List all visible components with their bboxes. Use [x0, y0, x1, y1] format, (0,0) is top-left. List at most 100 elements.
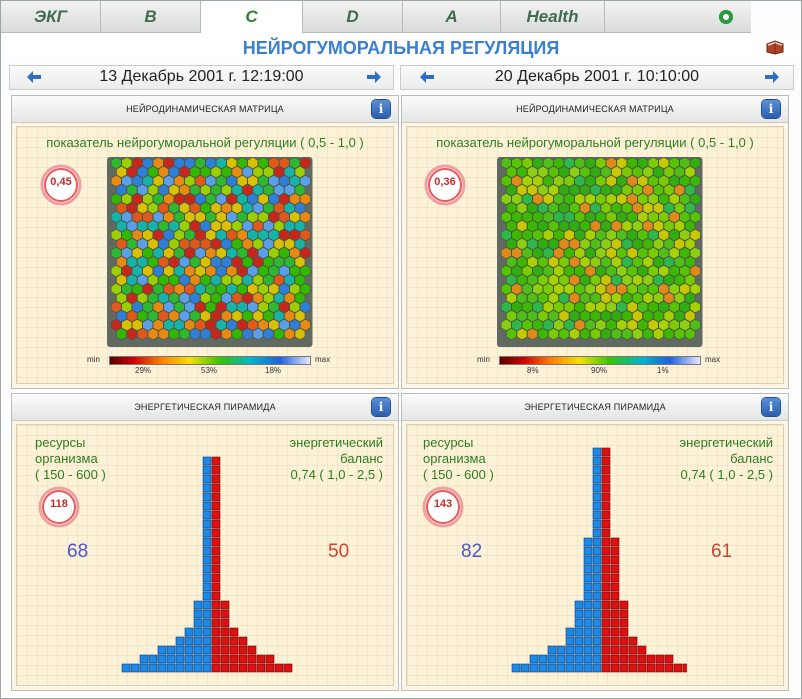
matrix-cell	[278, 264, 290, 278]
gear-icon[interactable]	[719, 9, 733, 24]
matrix-cell	[189, 183, 201, 197]
matrix-cell	[574, 228, 586, 242]
pyramid-red-block	[601, 663, 611, 673]
matrix-cell	[126, 219, 138, 233]
matrix-cell	[173, 246, 185, 260]
pyramid-blue-block	[574, 654, 584, 664]
matrix-cell	[605, 157, 617, 170]
matrix-cell	[137, 291, 148, 305]
matrix-cell	[278, 174, 290, 188]
matrix-cell	[611, 183, 622, 197]
left-prev-arrow-icon[interactable]	[27, 71, 41, 83]
matrix-cell	[278, 318, 290, 332]
matrix-cell	[532, 264, 544, 278]
matrix-cell	[626, 192, 638, 206]
matrix-cell	[658, 210, 670, 224]
matrix-cell	[173, 300, 185, 314]
matrix-cell	[226, 174, 238, 188]
matrix-cell	[184, 174, 196, 188]
panel-header: ЭНЕРГЕТИЧЕСКАЯ ПИРАМИДА i	[402, 394, 788, 421]
matrix-cell	[626, 157, 638, 170]
matrix-cell	[221, 309, 232, 323]
matrix-cell	[642, 183, 654, 197]
pyramid-red-block	[229, 654, 239, 664]
left-next-arrow-icon[interactable]	[367, 71, 381, 83]
matrix-cell	[147, 255, 159, 269]
panel-title: НЕЙРОДИНАМИЧЕСКАЯ МАТРИЦА	[516, 104, 674, 114]
matrix-cell	[289, 246, 301, 260]
matrix-cell	[553, 228, 565, 242]
matrix-cell	[168, 201, 180, 215]
matrix-cell	[284, 201, 295, 215]
matrix-cell	[126, 327, 138, 341]
matrix-cell	[584, 157, 596, 170]
matrix-cell	[215, 174, 227, 188]
matrix-cell	[621, 291, 633, 305]
matrix-cell	[537, 219, 549, 233]
matrix-cell	[205, 318, 217, 332]
matrix-cell	[284, 273, 295, 287]
pyramid-blue-block	[202, 519, 212, 529]
matrix-cell	[569, 309, 580, 323]
matrix-cell	[658, 192, 670, 206]
matrix-cell	[273, 219, 285, 233]
pyramid-red-block	[601, 636, 611, 646]
book-icon[interactable]	[765, 39, 785, 55]
pyramid-red-block	[601, 582, 611, 592]
tab-c[interactable]: C	[201, 1, 303, 33]
pyramid-blue-block	[202, 654, 212, 664]
matrix-cell	[632, 165, 643, 179]
right-next-arrow-icon[interactable]	[765, 71, 779, 83]
tab-d[interactable]: D	[303, 1, 403, 33]
matrix-cell	[126, 309, 138, 323]
matrix-cell	[663, 183, 675, 197]
matrix-cell	[163, 300, 175, 314]
pyramid-blue-block	[565, 627, 575, 637]
matrix-cell	[299, 318, 311, 332]
matrix-cell	[184, 264, 196, 278]
matrix-cell	[210, 165, 222, 179]
tab-a[interactable]: A	[403, 1, 501, 33]
info-icon[interactable]: i	[372, 100, 390, 118]
matrix-cell	[147, 273, 159, 287]
info-icon[interactable]: i	[372, 398, 390, 416]
matrix-cell	[653, 237, 664, 251]
tab-health[interactable]: Health	[501, 1, 605, 33]
matrix-cell	[600, 327, 612, 341]
matrix-cell	[226, 264, 238, 278]
tab-bar: ЭКГ B C D A Health	[1, 1, 801, 34]
matrix-cell	[527, 291, 538, 305]
right-prev-arrow-icon[interactable]	[420, 71, 434, 83]
matrix-cell	[284, 219, 295, 233]
matrix-cell	[642, 273, 654, 287]
tab-ekg[interactable]: ЭКГ	[1, 1, 101, 33]
matrix-cell	[268, 246, 280, 260]
matrix-cell	[226, 246, 238, 260]
matrix-cell	[511, 174, 523, 188]
matrix-cell	[621, 183, 633, 197]
settings-tab[interactable]	[701, 1, 751, 33]
matrix-cell	[542, 282, 554, 296]
pyramid-blue-block	[202, 546, 212, 556]
info-icon[interactable]: i	[762, 100, 780, 118]
matrix-cell	[247, 282, 259, 296]
matrix-cell	[168, 165, 180, 179]
matrix-cell	[116, 255, 127, 269]
matrix-cell	[247, 318, 259, 332]
pyramid-blue-block	[547, 663, 557, 673]
matrix-cell	[205, 300, 217, 314]
pyramid-red-block	[601, 465, 611, 475]
matrix-cell	[637, 300, 649, 314]
left-matrix-panel: НЕЙРОДИНАМИЧЕСКАЯ МАТРИЦА i показатель н…	[11, 95, 399, 389]
pyramid-blue-block	[583, 573, 593, 583]
matrix-cell	[563, 282, 575, 296]
matrix-cell	[558, 327, 570, 341]
matrix-cell	[273, 237, 285, 251]
matrix-cell	[257, 192, 269, 206]
info-icon[interactable]: i	[762, 398, 780, 416]
tab-b[interactable]: B	[101, 1, 201, 33]
legend-min: min	[477, 355, 490, 364]
pyramid-blue-block	[556, 654, 566, 664]
pyramid-red-block	[619, 645, 629, 655]
matrix-cell	[126, 183, 138, 197]
